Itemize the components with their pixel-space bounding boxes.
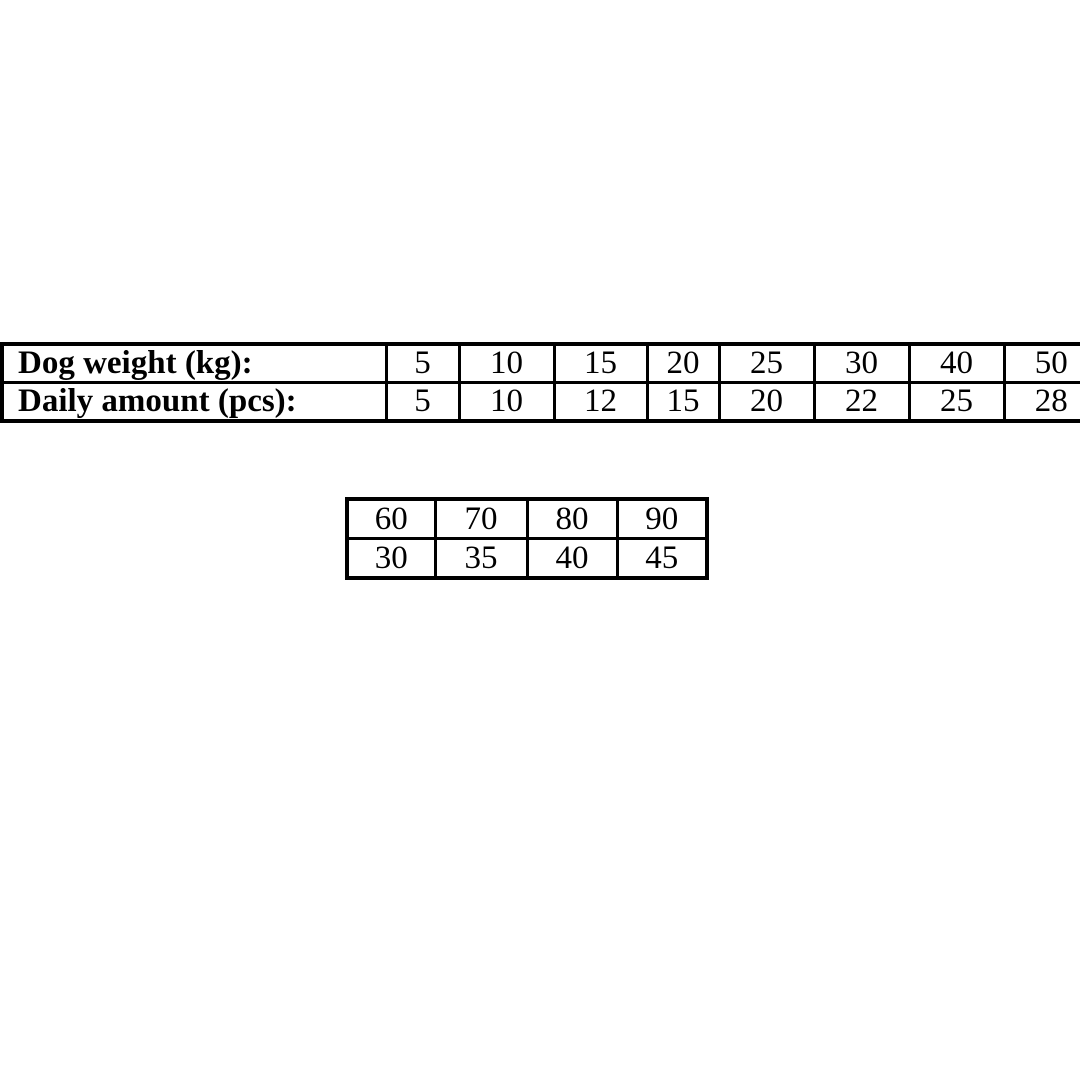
- continuation-weight-row: 60 70 80 90: [345, 497, 709, 540]
- daily-amount-row-label: Daily amount (pcs):: [0, 381, 388, 423]
- dog-weight-value-cell: 50: [1002, 342, 1080, 384]
- continuation-amount-value-cell: 45: [615, 537, 709, 580]
- continuation-weight-value-cell: 60: [345, 497, 437, 540]
- continuation-amount-row: 30 35 40 45: [345, 537, 709, 580]
- daily-amount-value-cell: 15: [645, 381, 721, 423]
- daily-amount-value-cell: 25: [907, 381, 1006, 423]
- daily-amount-value-cell: 12: [552, 381, 649, 423]
- dog-weight-value-cell: 30: [812, 342, 911, 384]
- continuation-amount-value-cell: 35: [433, 537, 529, 580]
- daily-amount-value-cell: 20: [717, 381, 816, 423]
- dog-weight-value-cell: 40: [907, 342, 1006, 384]
- continuation-weight-value-cell: 80: [525, 497, 619, 540]
- feeding-table: Dog weight (kg): 5 10 15 20 25 30 40 50 …: [0, 342, 1080, 423]
- dog-weight-value-cell: 20: [645, 342, 721, 384]
- continuation-amount-value-cell: 40: [525, 537, 619, 580]
- continuation-weight-value-cell: 90: [615, 497, 709, 540]
- dog-weight-value-cell: 15: [552, 342, 649, 384]
- daily-amount-value-cell: 28: [1002, 381, 1080, 423]
- daily-amount-value-cell: 5: [384, 381, 461, 423]
- dog-weight-value-cell: 25: [717, 342, 816, 384]
- dog-weight-row-label: Dog weight (kg):: [0, 342, 388, 384]
- dog-weight-value-cell: 10: [457, 342, 556, 384]
- daily-amount-row: Daily amount (pcs): 5 10 12 15 20 22 25 …: [0, 381, 1080, 423]
- dog-weight-row: Dog weight (kg): 5 10 15 20 25 30 40 50: [0, 342, 1080, 384]
- daily-amount-value-cell: 10: [457, 381, 556, 423]
- dog-weight-value-cell: 5: [384, 342, 461, 384]
- daily-amount-value-cell: 22: [812, 381, 911, 423]
- continuation-weight-value-cell: 70: [433, 497, 529, 540]
- feeding-table-continuation: 60 70 80 90 30 35 40 45: [345, 497, 709, 580]
- continuation-amount-value-cell: 30: [345, 537, 437, 580]
